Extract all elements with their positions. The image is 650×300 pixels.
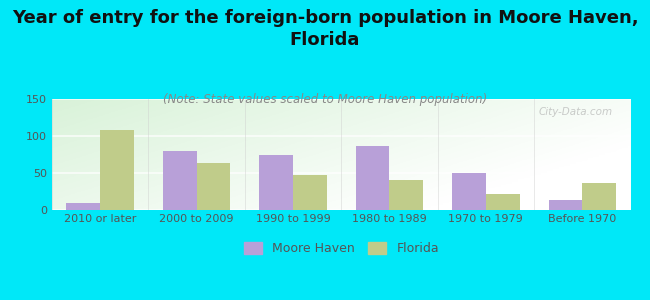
- Bar: [549, 200, 582, 210]
- Bar: [100, 130, 134, 210]
- Bar: [196, 164, 230, 210]
- Text: (Note: State values scaled to Moore Haven population): (Note: State values scaled to Moore Have…: [163, 93, 487, 106]
- Bar: [293, 175, 327, 210]
- Text: Year of entry for the foreign-born population in Moore Haven,
Florida: Year of entry for the foreign-born popul…: [12, 9, 638, 49]
- Bar: [163, 151, 196, 210]
- Bar: [356, 146, 389, 210]
- Bar: [486, 194, 519, 210]
- Bar: [259, 154, 293, 210]
- Bar: [582, 183, 616, 210]
- Bar: [66, 202, 100, 210]
- Text: City-Data.com: City-Data.com: [539, 107, 613, 117]
- Bar: [389, 180, 423, 210]
- Bar: [452, 173, 486, 210]
- Legend: Moore Haven, Florida: Moore Haven, Florida: [237, 236, 445, 262]
